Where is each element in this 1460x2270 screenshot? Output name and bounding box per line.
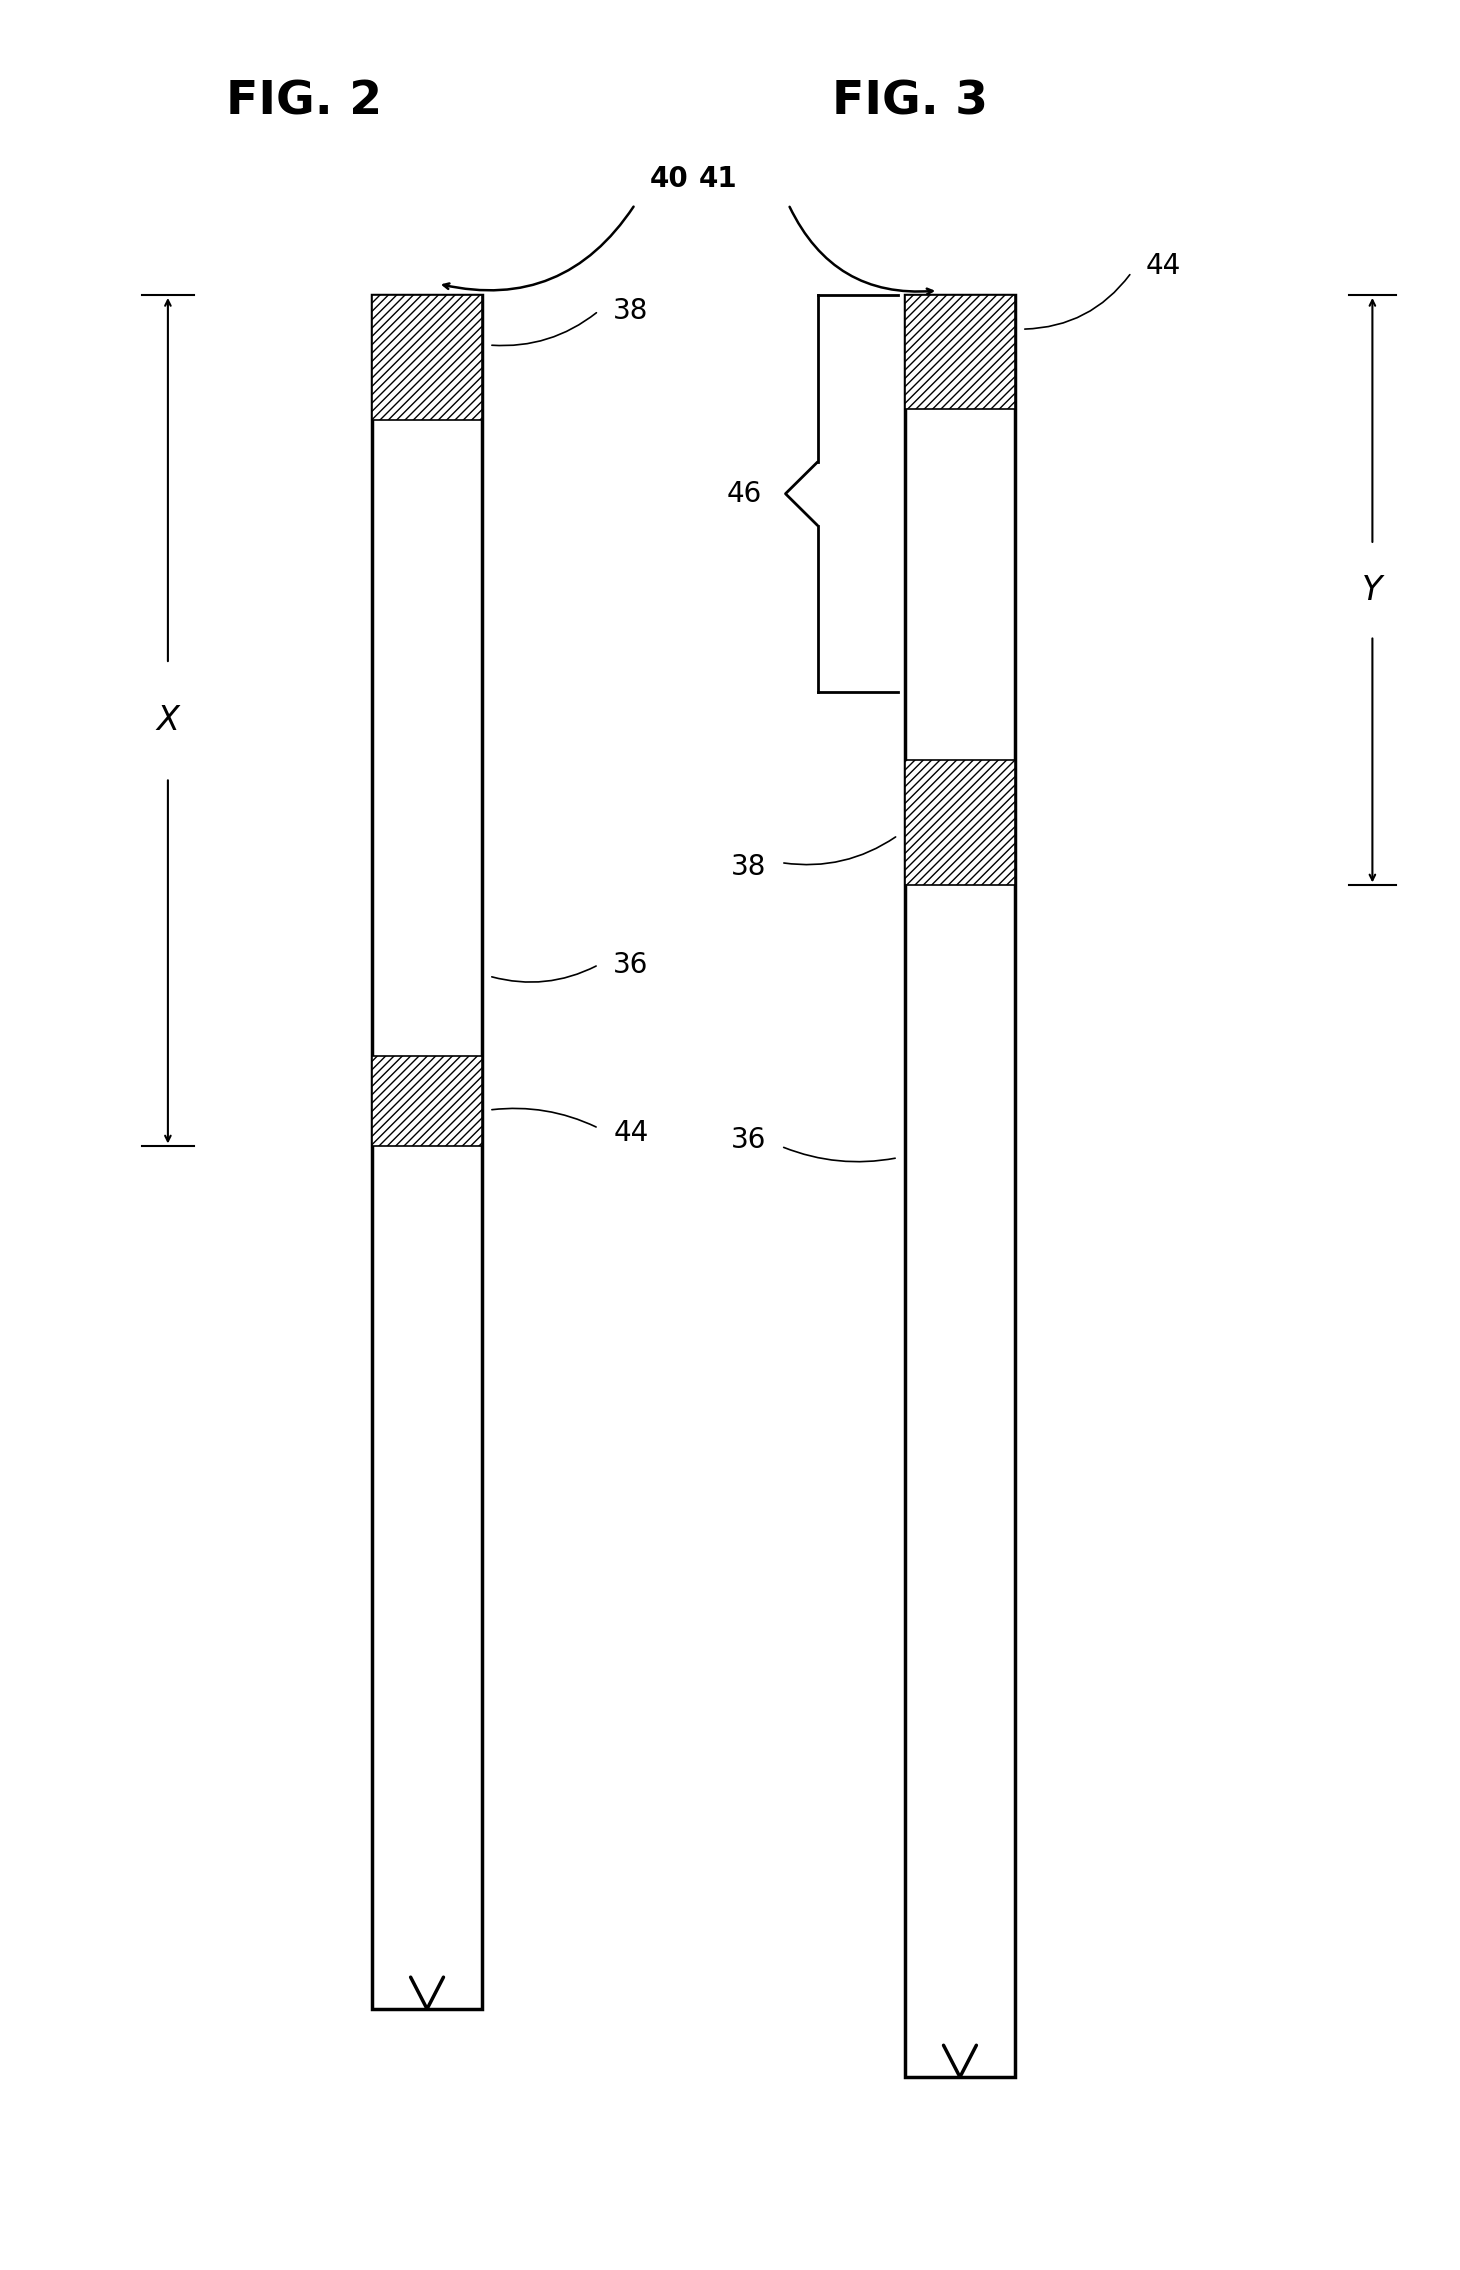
Text: 38: 38	[731, 854, 767, 881]
Text: Y: Y	[1362, 574, 1383, 606]
Bar	[372, 295, 482, 420]
Text: 41: 41	[699, 166, 737, 193]
Text: 46: 46	[727, 479, 762, 508]
Text: 44: 44	[1146, 252, 1181, 279]
Text: FIG. 2: FIG. 2	[226, 79, 383, 125]
Text: FIG. 3: FIG. 3	[832, 79, 988, 125]
Text: 38: 38	[613, 297, 648, 325]
Text: 44: 44	[613, 1119, 648, 1146]
FancyBboxPatch shape	[372, 295, 482, 2009]
Text: X: X	[156, 704, 180, 738]
Text: 40: 40	[650, 166, 689, 193]
Text: 36: 36	[731, 1126, 767, 1153]
Bar	[905, 295, 1015, 2077]
Text: 36: 36	[613, 951, 648, 978]
Bar	[372, 1056, 482, 1146]
Bar	[905, 760, 1015, 885]
Bar	[905, 295, 1015, 409]
